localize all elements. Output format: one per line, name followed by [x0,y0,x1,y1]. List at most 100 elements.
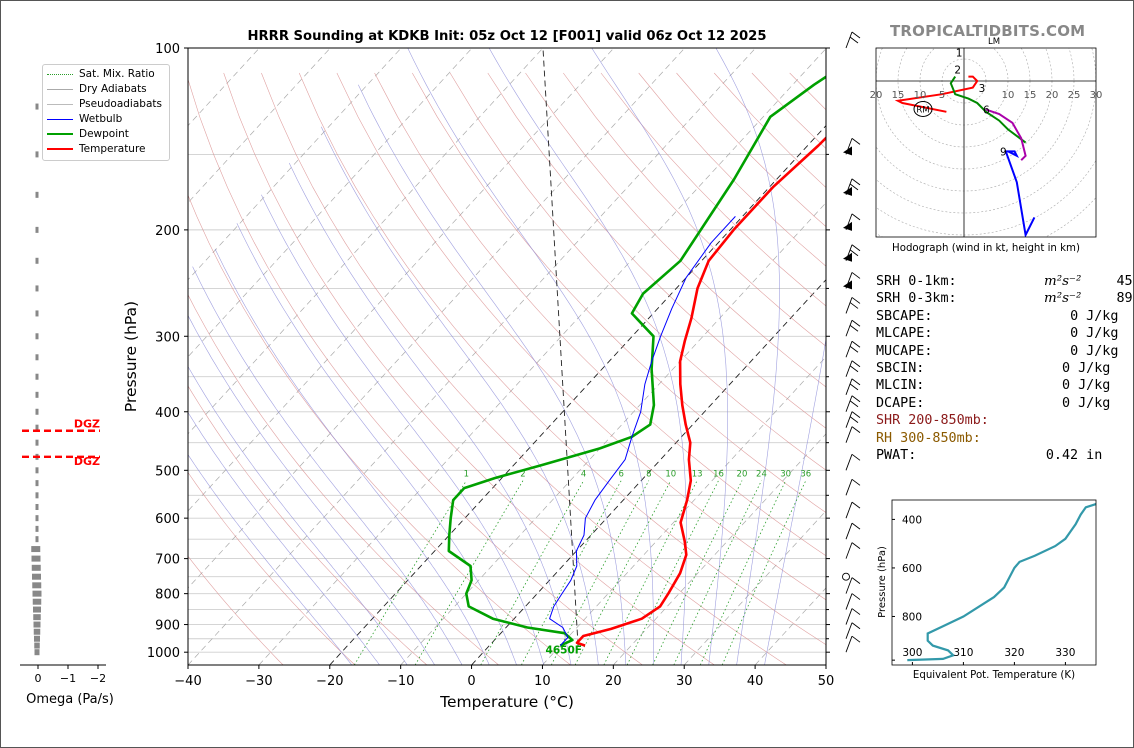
dgz-label-top: DGZ [74,418,100,431]
omega-tick-label: 0 [35,672,42,685]
omega-bar [35,439,39,446]
mixing-ratio-label: 4 [581,470,586,480]
stat-label: SBCIN: [876,361,925,376]
hodograph-ring-label: 5 [939,90,945,101]
mixing-ratio-line [673,480,762,665]
wind-barb-flag [851,31,861,39]
wind-barb-flag [851,138,861,145]
stat-value: 0 J/kg [1070,326,1119,342]
omega-bar [35,226,39,233]
hodograph-segment-6-9km [985,108,1027,161]
theta-e-x-tick-label: 300 [902,647,922,659]
stat-label: DCAPE: [876,395,925,411]
y-tick-label: 400 [155,406,180,421]
dry-adiabat [188,471,356,665]
mixing-ratio-label: 36 [800,470,811,480]
hodograph-height-marker: 3 [979,83,986,95]
legend-entry-temperature: Temperature [47,142,146,156]
moist-adiabat [214,248,490,665]
omega-bar [31,555,41,562]
mixing-ratio-line [550,480,650,665]
omega-panel: 0 −1 −2 Omega (Pa/s) DGZ DGZ [20,103,114,707]
wind-barb-flag [851,244,861,252]
stat-label: MUCAPE: [876,343,933,359]
dry-adiabat [336,72,826,601]
mixing-ratio-label: 13 [692,470,703,480]
wind-barb-staff [845,577,853,594]
theta-e-y-label: Pressure (hPa) [877,546,888,618]
wind-pennant [843,221,852,231]
wind-barb-flag [851,608,861,615]
mixing-ratio-line [353,480,467,665]
wind-barb-flag [851,395,861,403]
y-tick-label: 800 [155,588,180,603]
theta-e-profile [907,502,1096,662]
hodograph-ring-label: 20 [1046,90,1059,101]
theta-e-frame [891,499,1097,666]
wind-barb-flag [849,365,859,373]
stat-label: PWAT: [876,448,917,463]
omega-bar [34,649,40,656]
profile-wetbulb [549,216,736,646]
stat-unit: m²s⁻² [1044,274,1082,289]
isotherm-line [258,48,826,665]
hodograph-segment-3-6km [949,76,1027,144]
wind-barb-flag [851,542,861,549]
omega-bar [35,354,39,361]
y-tick-label: 100 [155,42,180,57]
skewt-axes-frame [187,47,827,666]
stat-label: RH 300-850mb: [876,430,981,446]
mixing-ratio-label: 1 [464,470,469,480]
wind-barbs [842,31,861,653]
x-tick-label: −20 [316,674,343,689]
wind-barb-staff [845,636,853,653]
dry-adiabat [298,72,826,646]
wind-barb-flag [849,324,859,332]
dry-adiabat [261,72,787,665]
rm-label: RM [916,106,929,116]
wind-barb-staff [845,523,853,540]
wind-barb-staff [845,542,853,559]
x-tick-label: 10 [534,674,551,689]
omega-bar [32,590,42,597]
wind-barb-flag [851,378,861,386]
mixing-ratio-label: 20 [737,470,748,480]
mixing-ratio-line [414,480,524,665]
hodograph-ring [876,196,1096,237]
stat-label: MLCAPE: [876,326,933,342]
wind-barb-staff [845,479,853,496]
stat-row: DCAPE: 0 J/kg [876,395,1110,412]
hodograph-ring-label: 20 [870,90,883,101]
theta-e-y-tick-label: 600 [902,563,922,575]
moist-adiabat [591,48,728,665]
y-tick-label: 500 [155,464,180,479]
omega-bar [35,536,39,543]
stat-label: SHR 200-850mb: [876,413,989,429]
theta-e-area [907,502,1096,662]
mixing-ratio-label: 24 [756,470,767,480]
isotherm-line [329,124,826,665]
omega-bar [33,621,41,628]
moist-adiabat [358,84,627,665]
x-tick-label: 50 [818,674,835,689]
theta-e-y-tick-label: 400 [902,514,922,526]
wind-pennant [843,252,852,262]
omega-bar [35,503,39,510]
omega-bar [35,408,39,415]
stat-value: 45 [1116,274,1133,289]
omega-tick-label: −2 [90,672,106,685]
hodograph-caption: Hodograph (wind in kt, height in km) [892,243,1080,254]
mixing-ratio-label: 2 [520,470,525,480]
wind-barb-flag [851,297,861,304]
dry-adiabat [188,78,643,665]
calm-wind-circle [842,572,850,581]
stat-label: SBCAPE: [876,308,933,324]
wind-pennant [843,186,852,196]
stat-value: 0.42 in [1045,448,1103,463]
stat-row: MLCAPE: 0 J/kg [876,325,1118,342]
omega-bar [32,598,42,605]
mixing-ratio-line [721,480,807,665]
moist-adiabat [192,266,463,665]
chart-title: HRRR Sounding at KDKB Init: 05z Oct 12 [… [247,29,766,44]
y-tick-label: 700 [155,553,180,568]
